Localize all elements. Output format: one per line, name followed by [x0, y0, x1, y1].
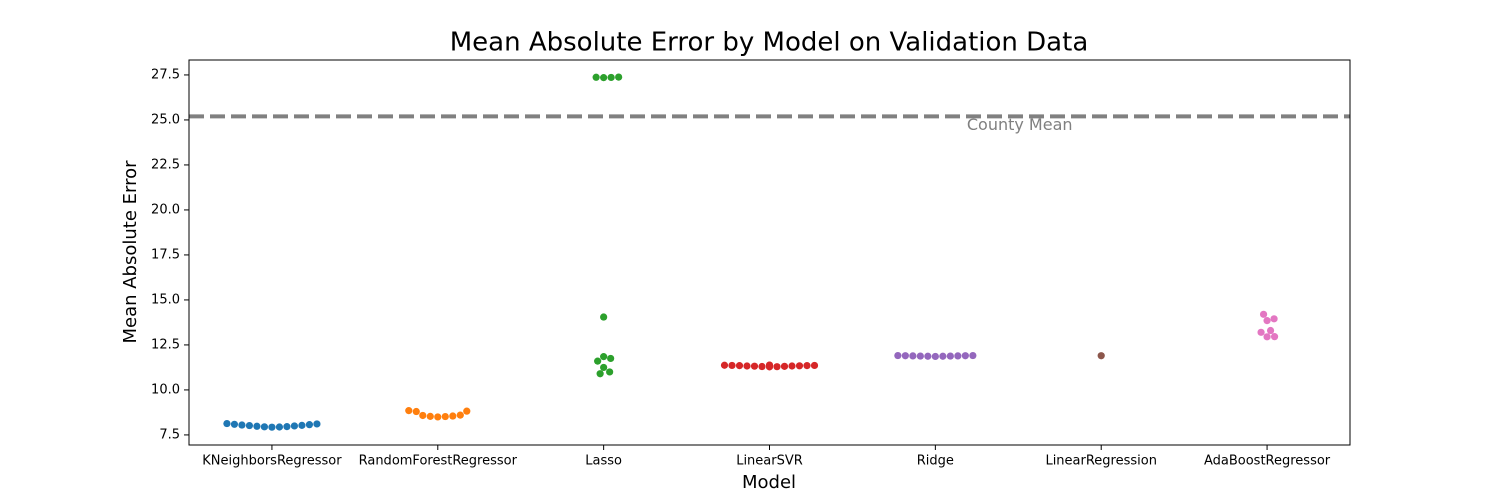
swarm-point	[916, 352, 924, 360]
swarm-point	[954, 352, 962, 360]
swarm-point	[290, 422, 299, 430]
swarm-point	[412, 407, 420, 416]
swarm-point	[720, 361, 729, 369]
y-tick-label: 15.0	[151, 292, 180, 307]
x-tick-label: Ridge	[917, 454, 954, 469]
swarm-point	[780, 362, 789, 370]
plot-frame	[188, 59, 1351, 446]
swarm-point	[260, 423, 269, 431]
swarm-point	[594, 357, 602, 365]
swarm-point	[939, 352, 947, 360]
swarm-point	[795, 362, 804, 370]
swarm-point	[268, 423, 276, 431]
swarm-point	[419, 411, 427, 420]
x-axis-label: Model	[742, 472, 796, 493]
swarm-point	[283, 423, 291, 431]
swarm-point	[434, 413, 442, 421]
swarm-point	[253, 422, 261, 430]
y-axis-label: Mean Absolute Error	[120, 160, 141, 344]
y-tick-label: 25.0	[151, 112, 180, 127]
y-tick-label: 10.0	[151, 382, 180, 397]
swarm-point	[1263, 317, 1271, 325]
chart-title: Mean Absolute Error by Model on Validati…	[450, 28, 1089, 58]
y-tick-label: 7.5	[159, 427, 180, 442]
swarm-point	[803, 362, 811, 370]
swarm-point	[463, 407, 471, 415]
swarm-point	[810, 361, 819, 370]
swarm-point	[245, 421, 254, 430]
swarm-point	[924, 352, 932, 360]
swarm-point	[894, 351, 902, 360]
swarm-point	[743, 362, 751, 370]
x-tick-label: AdaBoostRegressor	[1204, 454, 1331, 469]
x-tick-label: Lasso	[585, 454, 622, 469]
swarm-point	[728, 361, 736, 370]
swarm-point	[313, 420, 321, 428]
swarm-point	[238, 421, 246, 429]
swarm-point	[600, 313, 608, 321]
swarm-point	[1263, 333, 1271, 341]
y-tick-label: 20.0	[151, 202, 180, 217]
swarm-point	[1270, 333, 1279, 341]
reference-label: County Mean	[967, 115, 1073, 134]
swarm-point	[1257, 328, 1265, 336]
swarm-point	[607, 354, 615, 363]
swarm-point	[758, 362, 766, 371]
swarm-point	[449, 412, 457, 420]
swarm-point	[230, 420, 239, 428]
swarm-point	[750, 362, 759, 370]
x-tick-label: RandomForestRegressor	[359, 454, 518, 469]
swarm-point	[788, 362, 796, 370]
swarm-point	[441, 412, 449, 421]
swarm-point	[596, 370, 604, 378]
swarm-point	[1270, 315, 1278, 323]
swarm-point	[607, 73, 615, 82]
y-tick-label: 22.5	[151, 157, 180, 172]
y-tick-label: 27.5	[151, 67, 180, 82]
y-tick-label: 12.5	[151, 337, 180, 352]
swarm-point	[298, 421, 306, 429]
swarm-point	[592, 73, 600, 81]
swarm-point	[909, 352, 917, 360]
swarm-point	[223, 419, 231, 428]
swarm-point	[456, 411, 464, 419]
x-tick-label: LinearRegression	[1045, 454, 1157, 469]
swarm-point	[275, 423, 284, 431]
swarm-point	[735, 362, 744, 370]
swarm-point	[305, 421, 314, 429]
swarm-point	[773, 363, 781, 371]
swarm-point	[765, 361, 774, 369]
swarm-point	[1259, 310, 1268, 318]
swarm-point	[405, 407, 413, 415]
swarm-point	[606, 368, 614, 376]
swarm-point	[426, 412, 434, 420]
swarm-point	[946, 352, 954, 360]
swarm-point	[931, 352, 939, 361]
swarm-point	[1097, 352, 1105, 360]
swarm-point	[615, 73, 623, 81]
swarm-point	[969, 351, 977, 360]
swarm-point	[961, 352, 969, 360]
swarm-point	[1266, 326, 1275, 335]
x-tick-label: KNeighborsRegressor	[202, 454, 342, 469]
swarm-point	[600, 353, 608, 361]
swarm-point	[600, 363, 608, 372]
swarm-point	[600, 74, 608, 82]
y-tick-label: 17.5	[151, 247, 180, 262]
swarm-point	[901, 352, 909, 360]
x-tick-label: LinearSVR	[736, 454, 803, 469]
